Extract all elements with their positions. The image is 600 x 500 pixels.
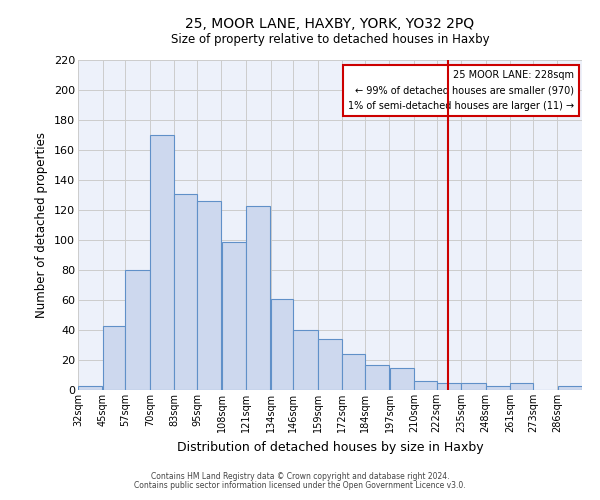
Bar (271, 298, 293, 390)
Text: 25 MOOR LANE: 228sqm
← 99% of detached houses are smaller (970)
1% of semi-detac: 25 MOOR LANE: 228sqm ← 99% of detached h… (349, 70, 574, 111)
Bar (175, 194, 197, 390)
Bar (365, 364, 389, 390)
Bar (486, 386, 510, 390)
Bar (318, 339, 342, 390)
Bar (437, 382, 461, 390)
X-axis label: Distribution of detached houses by size in Haxby: Distribution of detached houses by size … (176, 440, 484, 454)
Bar (414, 381, 437, 390)
Bar (389, 368, 414, 390)
Bar (103, 326, 125, 390)
Bar (343, 354, 365, 390)
Bar (221, 242, 246, 390)
Bar (125, 270, 149, 390)
Bar (511, 382, 533, 390)
Bar (293, 330, 317, 390)
Y-axis label: Number of detached properties: Number of detached properties (35, 132, 49, 318)
Text: 25, MOOR LANE, HAXBY, YORK, YO32 2PQ: 25, MOOR LANE, HAXBY, YORK, YO32 2PQ (185, 18, 475, 32)
Bar (197, 201, 221, 390)
Bar (557, 386, 582, 390)
Text: Contains public sector information licensed under the Open Government Licence v3: Contains public sector information licen… (134, 481, 466, 490)
Bar (246, 206, 271, 390)
Text: Contains HM Land Registry data © Crown copyright and database right 2024.: Contains HM Land Registry data © Crown c… (151, 472, 449, 481)
Bar (461, 382, 485, 390)
Bar (150, 135, 174, 390)
Bar (78, 386, 103, 390)
Text: Size of property relative to detached houses in Haxby: Size of property relative to detached ho… (170, 32, 490, 46)
